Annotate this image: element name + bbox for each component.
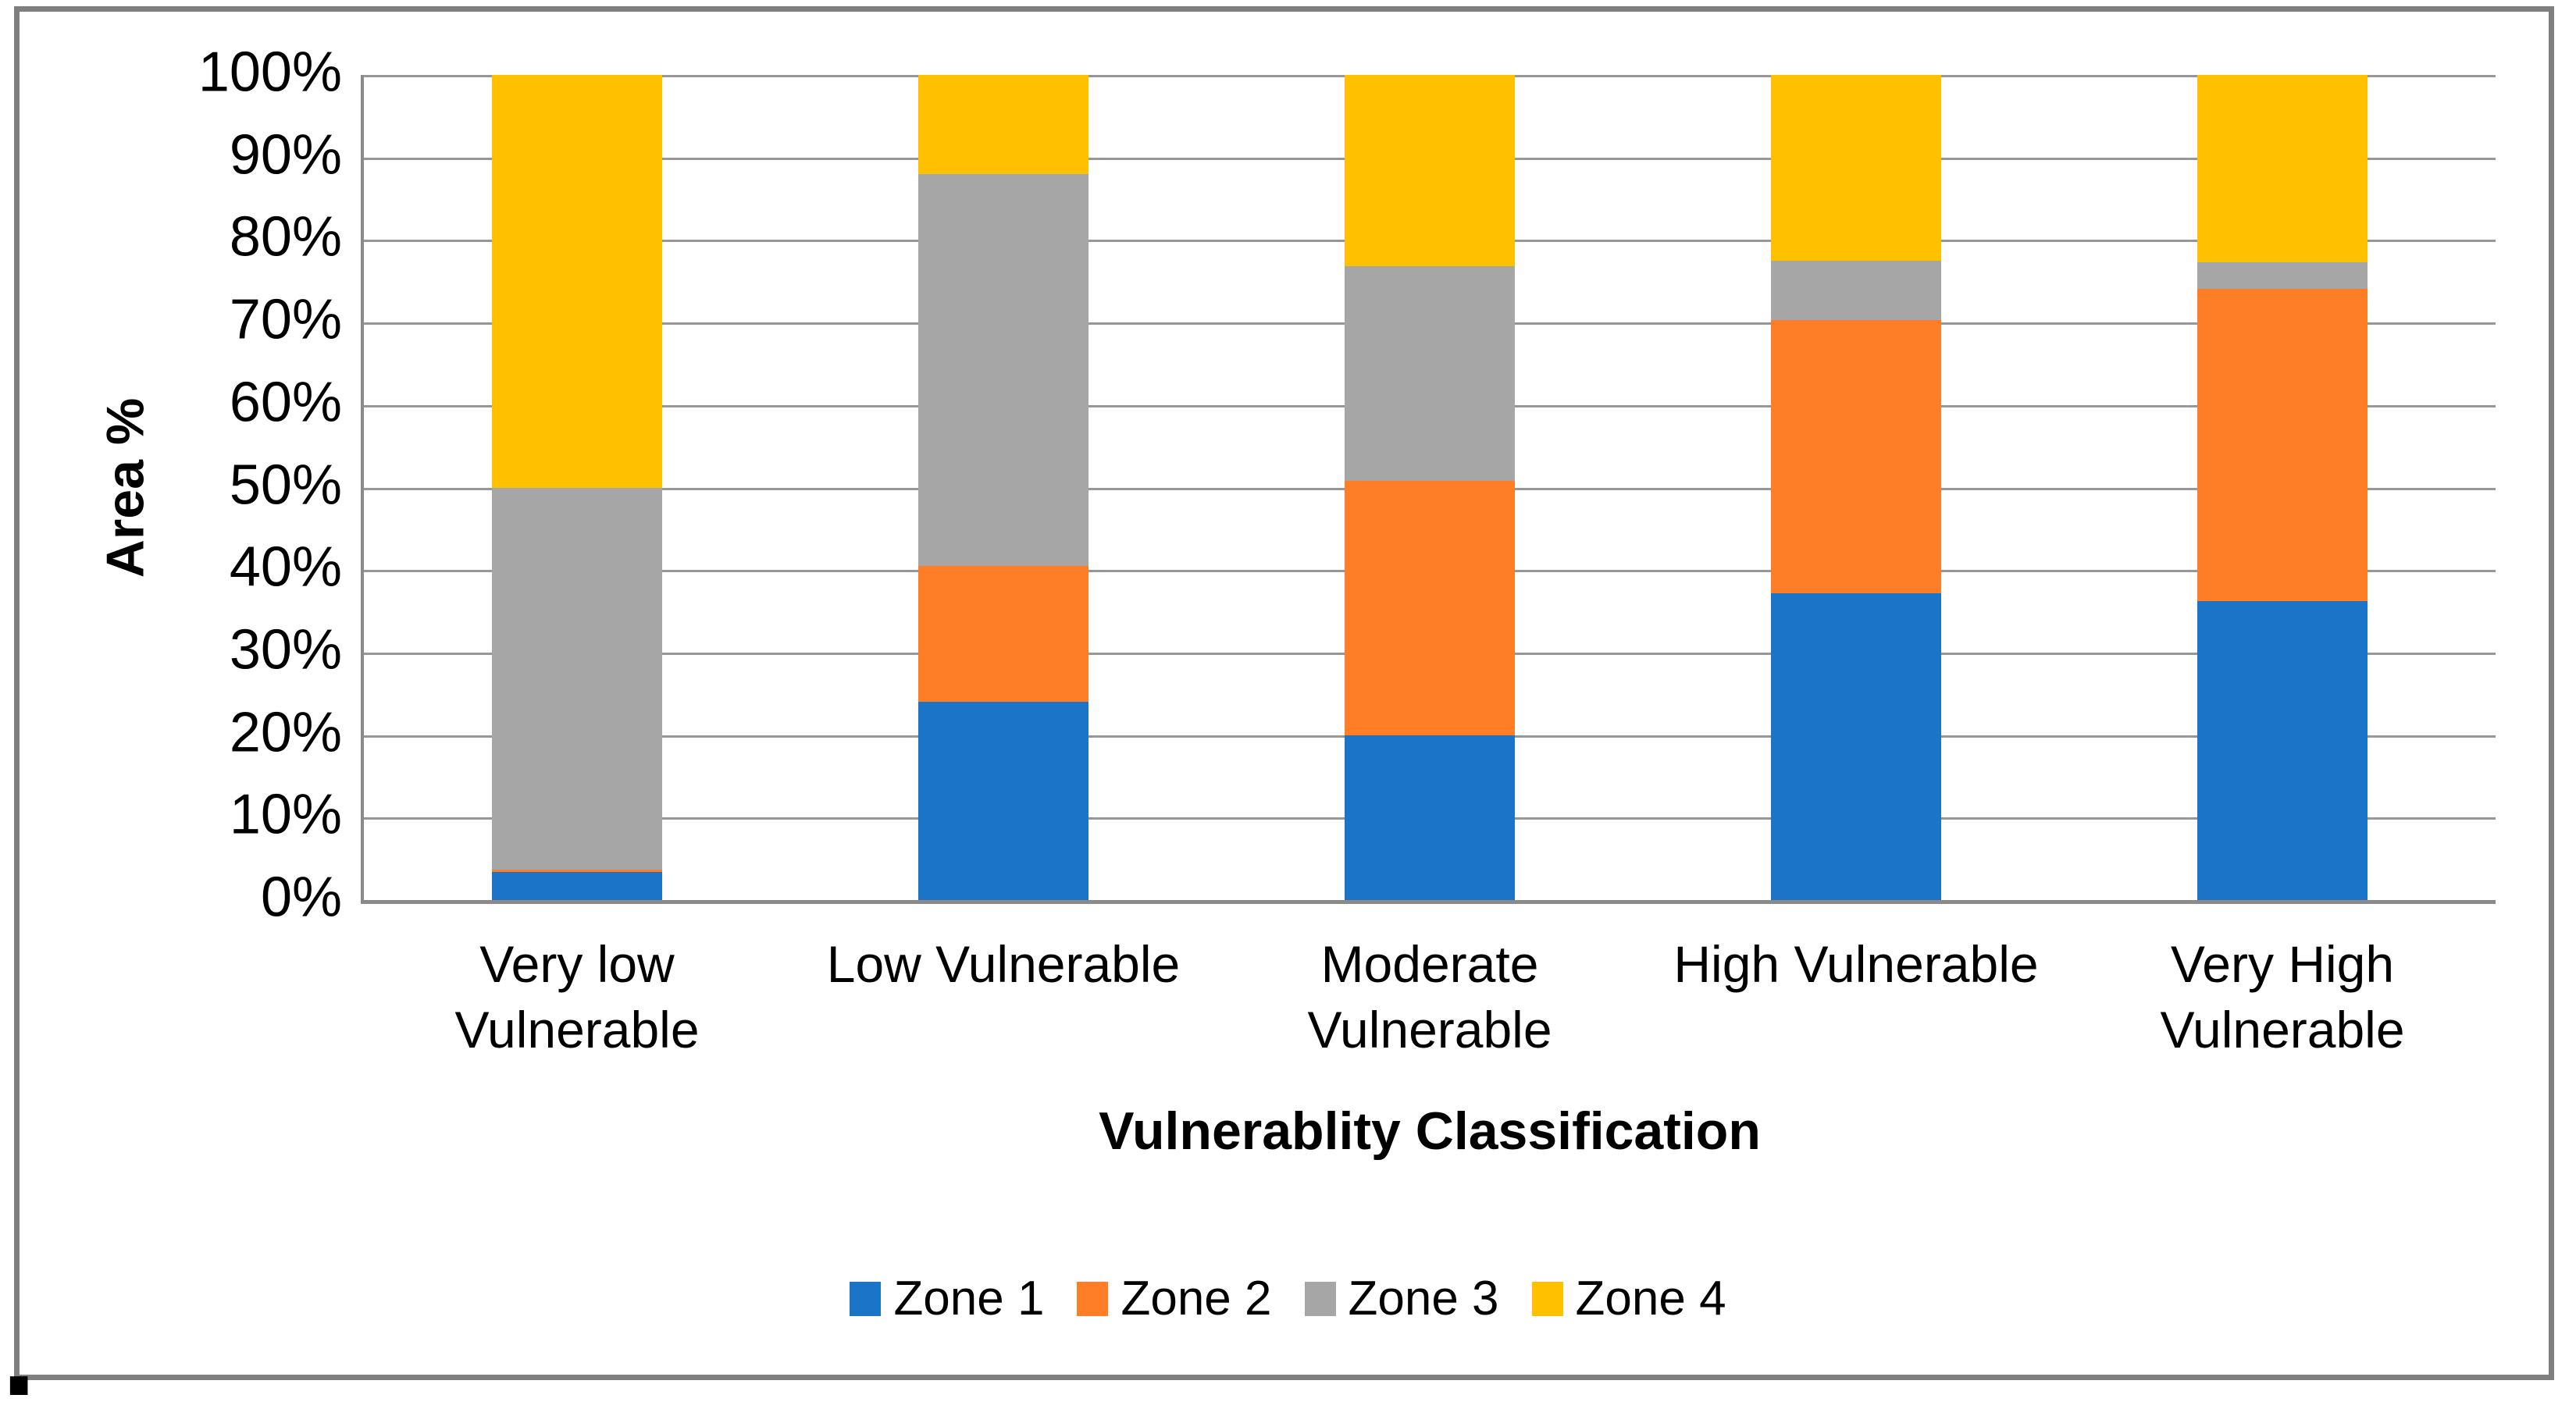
legend: Zone 1 Zone 2 Zone 3 Zone 4 [20, 1271, 2556, 1326]
y-axis-tick-labels: 100% 90% 80% 70% 60% 50% 40% 30% 20% 10% 0% [0, 41, 348, 929]
legend-label: Zone 1 [893, 1272, 1045, 1325]
bar-segment-zone-3 [1771, 260, 1941, 320]
x-tick-label: Very low Vulnerable [364, 931, 790, 1062]
x-tick-label-line: Vulnerable [2160, 1001, 2405, 1059]
legend-label: Zone 3 [1348, 1272, 1499, 1325]
bar-very-low-vulnerable [492, 75, 662, 900]
bar-moderate-vulnerable [1345, 75, 1515, 900]
x-tick-label: Low Vulnerable [790, 931, 1217, 997]
bar-segment-zone-3 [1345, 266, 1515, 482]
bar-low-vulnerable [918, 75, 1088, 900]
legend-label: Zone 4 [1575, 1272, 1726, 1325]
x-axis-line [361, 900, 2496, 904]
legend-item-zone-4: Zone 4 [1531, 1271, 1726, 1326]
bar-segment-zone-2 [1345, 481, 1515, 735]
bar-segment-zone-4 [492, 75, 662, 488]
bar-segment-zone-4 [2197, 75, 2368, 262]
chart-frame [14, 6, 2554, 1380]
bar-segment-zone-4 [918, 75, 1088, 174]
y-tick-label: 70% [229, 288, 342, 351]
bar-segment-zone-1 [492, 872, 662, 900]
bar-high-vulnerable [1771, 75, 1941, 900]
bar-segment-zone-4 [1345, 75, 1515, 267]
legend-swatch [1077, 1281, 1109, 1316]
y-axis-line [361, 75, 364, 904]
bar-very-high-vulnerable [2197, 75, 2368, 900]
bar-segment-zone-2 [492, 869, 662, 873]
y-tick-label: 30% [229, 618, 342, 681]
bar-segment-zone-1 [918, 702, 1088, 900]
x-axis-title: Vulnerablity Classification [1099, 1101, 1761, 1161]
bar-segment-zone-3 [918, 173, 1088, 566]
y-tick-label: 10% [229, 783, 342, 846]
x-tick-label-line: Moderate [1320, 935, 1539, 993]
x-tick-label: Moderate Vulnerable [1217, 931, 1643, 1062]
y-tick-label: 100% [198, 41, 342, 104]
bar-segment-zone-4 [1771, 75, 1941, 261]
bar-segment-zone-1 [2197, 601, 2368, 900]
y-tick-label: 40% [229, 535, 342, 599]
x-tick-label-line: Very High [2170, 935, 2395, 993]
y-tick-label: 20% [229, 701, 342, 764]
x-tick-label-line: Vulnerable [454, 1001, 700, 1059]
x-tick-label-line: Vulnerable [1307, 1001, 1552, 1059]
y-tick-label: 90% [229, 123, 342, 187]
y-tick-label: 80% [229, 205, 342, 269]
legend-swatch [1304, 1281, 1336, 1316]
bar-segment-zone-3 [492, 487, 662, 870]
bar-segment-zone-2 [1771, 319, 1941, 593]
legend-label: Zone 2 [1121, 1272, 1272, 1325]
legend-item-zone-1: Zone 1 [850, 1271, 1044, 1326]
x-tick-label-line: Low Vulnerable [826, 935, 1181, 993]
bar-segment-zone-2 [2197, 288, 2368, 602]
x-tick-label-line: Very low [479, 935, 675, 993]
x-tick-label: High Vulnerable [1643, 931, 2069, 997]
legend-item-zone-2: Zone 2 [1077, 1271, 1272, 1326]
trailing-period: . [2, 1282, 37, 1409]
x-tick-label: Very High Vulnerable [2069, 931, 2496, 1062]
bar-segment-zone-3 [2197, 262, 2368, 289]
bar-segment-zone-1 [1771, 592, 1941, 900]
legend-item-zone-3: Zone 3 [1304, 1271, 1499, 1326]
bar-segment-zone-1 [1345, 735, 1515, 900]
bar-segment-zone-2 [918, 565, 1088, 703]
y-tick-label: 60% [229, 371, 342, 434]
legend-swatch [850, 1281, 882, 1316]
plot-area [361, 75, 2496, 904]
x-tick-label-line: High Vulnerable [1673, 935, 2039, 993]
y-tick-label: 0% [260, 866, 342, 929]
y-tick-label: 50% [229, 454, 342, 517]
legend-swatch [1531, 1281, 1563, 1316]
